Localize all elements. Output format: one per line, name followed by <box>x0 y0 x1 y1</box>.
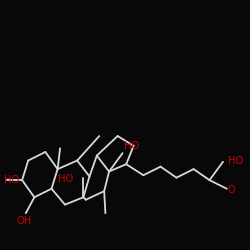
Text: HO: HO <box>228 156 243 166</box>
Text: HO: HO <box>4 175 19 185</box>
Text: O: O <box>228 185 236 195</box>
Text: HO: HO <box>124 141 139 151</box>
Text: HO: HO <box>58 174 74 184</box>
Text: OH: OH <box>16 216 32 226</box>
